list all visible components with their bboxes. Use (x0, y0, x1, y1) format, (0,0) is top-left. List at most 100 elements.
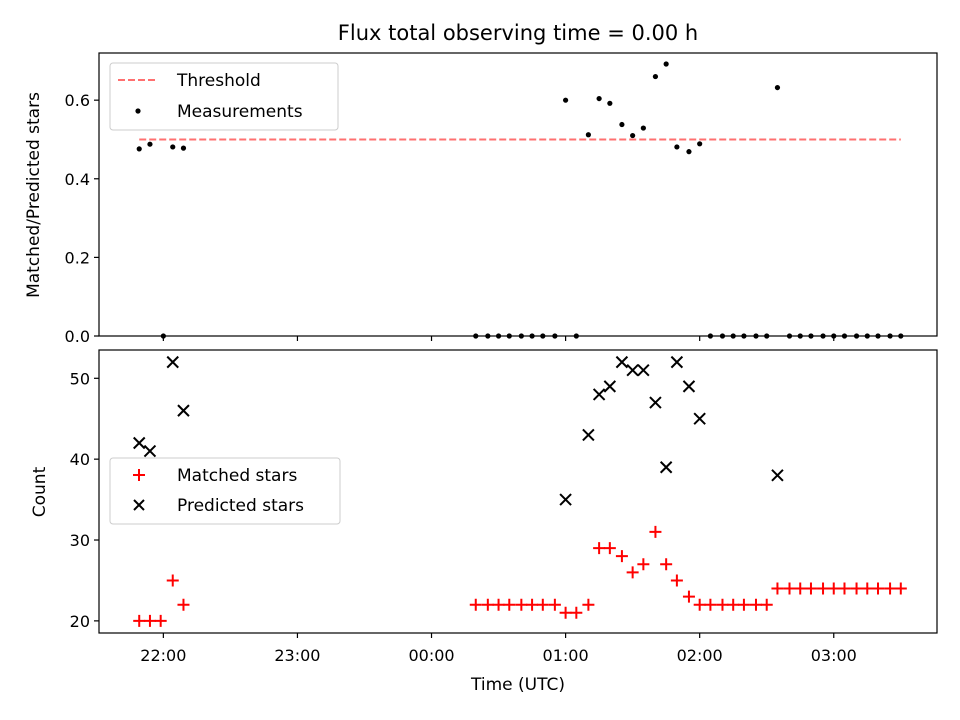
predicted-star-point (771, 469, 784, 482)
predicted-star-point (615, 355, 629, 369)
measurement-point (607, 100, 613, 106)
legend-measurements-label: Measurements (177, 102, 303, 122)
bottom-panel-frame (98, 349, 938, 634)
bottom-y-ticks: 20 30 40 50 (70, 369, 99, 631)
predicted-star-point (682, 380, 696, 393)
matched-star-point (827, 582, 840, 595)
matched-star-point (817, 582, 830, 595)
predicted-star-point (637, 364, 650, 377)
matched-star-point (559, 606, 572, 619)
predicted-star-point (133, 436, 146, 450)
bottom-plot-area (133, 355, 907, 627)
x-tick-label: 22:00 (140, 646, 186, 665)
matched-star-point (133, 614, 146, 627)
top-panel: 0.0 0.2 0.4 0.6 Matched/Predicted stars Thr… (24, 52, 938, 346)
legend-predicted-label: Predicted stars (177, 496, 304, 516)
top-y-axis-label: Matched/Predicted stars (24, 92, 44, 298)
x-axis-label: Time (UTC) (470, 675, 565, 695)
predicted-star-point (693, 412, 706, 425)
matched-star-point (894, 582, 907, 595)
x-tick-label: 03:00 (811, 646, 857, 665)
matched-star-point (469, 598, 482, 611)
matched-star-point (850, 582, 863, 595)
measurement-point (170, 144, 176, 150)
matched-star-point (716, 598, 729, 611)
y-tick-label: 40 (70, 450, 90, 469)
matched-star-point (582, 598, 595, 611)
matched-star-point (760, 598, 773, 611)
y-tick-label: 30 (70, 531, 90, 550)
y-tick-label: 0.0 (65, 327, 90, 346)
measurement-point (585, 132, 591, 138)
top-x-ticks (162, 336, 835, 341)
predicted-star-point (670, 355, 684, 369)
matched-star-point (838, 582, 851, 595)
predicted-star-point (143, 444, 157, 458)
x-tick-label: 01:00 (543, 646, 589, 665)
matched-star-point (872, 582, 885, 595)
measurement-point (652, 73, 659, 80)
matched-star-point (166, 574, 179, 587)
x-tick-label: 23:00 (274, 646, 320, 665)
bottom-legend-box (109, 457, 341, 525)
matched-star-point (603, 542, 616, 555)
bottom-x-ticks: 22:00 23:00 00:00 01:00 02:00 03:00 (140, 633, 857, 665)
measurement-point (686, 149, 692, 155)
predicted-star-point (582, 428, 595, 442)
matched-star-point (804, 582, 817, 595)
bottom-y-axis-label: Count (30, 466, 50, 517)
matched-star-point (626, 566, 639, 579)
predicted-star-point (626, 364, 639, 377)
y-tick-label: 0.4 (65, 170, 90, 189)
measurement-point (147, 141, 153, 147)
matched-star-point (737, 598, 750, 611)
legend-measurements-swatch (135, 108, 141, 114)
measurement-point (562, 97, 569, 103)
matched-star-point (649, 525, 662, 538)
measurement-point (640, 125, 646, 131)
matched-star-point (548, 598, 561, 611)
matched-star-point (660, 558, 673, 571)
predicted-star-point (603, 380, 617, 393)
predicted-star-point (649, 396, 662, 409)
measurement-point (697, 141, 703, 147)
predicted-star-point (592, 388, 606, 401)
matched-star-point (526, 598, 539, 611)
y-tick-label: 0.6 (65, 91, 90, 110)
matched-star-point (771, 582, 784, 595)
legend-predicted-swatch (133, 499, 145, 511)
matched-star-point (536, 598, 549, 611)
measurement-point (630, 132, 636, 139)
matched-star-point (177, 598, 190, 611)
x-tick-label: 02:00 (677, 646, 723, 665)
matched-star-point (783, 582, 796, 595)
y-tick-label: 20 (70, 612, 90, 631)
top-y-ticks: 0.0 0.2 0.4 0.6 (65, 91, 99, 346)
legend-matched-swatch (133, 469, 145, 481)
matched-star-point (492, 598, 505, 611)
matched-star-point (481, 598, 494, 611)
top-legend-box (109, 62, 339, 131)
matched-star-point (861, 582, 874, 595)
top-panel-frame (98, 52, 938, 337)
predicted-star-point (177, 404, 190, 417)
matched-star-point (670, 574, 683, 587)
y-tick-label: 50 (70, 369, 90, 388)
x-tick-label: 00:00 (408, 646, 454, 665)
matched-star-point (704, 598, 717, 611)
measurement-point (663, 61, 669, 67)
matched-star-point (515, 598, 528, 611)
y-tick-label: 0.2 (65, 248, 90, 267)
matched-star-point (884, 582, 897, 595)
predicted-star-point (559, 493, 572, 506)
measurement-point (596, 95, 602, 102)
measurement-point (674, 144, 680, 150)
matched-star-point (615, 550, 628, 563)
measurement-point (619, 121, 625, 128)
matched-star-point (794, 582, 807, 595)
chart-title: Flux total observing time = 0.00 h (338, 21, 698, 45)
matched-star-point (693, 598, 706, 611)
measurement-point (180, 145, 187, 151)
